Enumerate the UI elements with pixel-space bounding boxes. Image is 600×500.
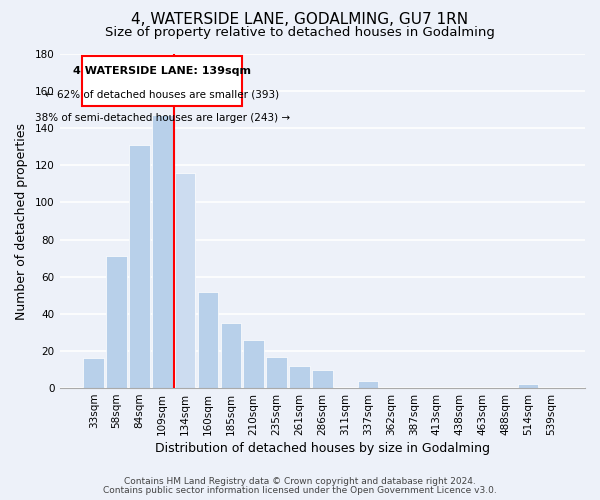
Text: 4 WATERSIDE LANE: 139sqm: 4 WATERSIDE LANE: 139sqm [73,66,251,76]
Bar [289,366,310,388]
Bar [518,384,538,388]
X-axis label: Distribution of detached houses by size in Godalming: Distribution of detached houses by size … [155,442,490,455]
Bar [83,358,104,388]
Bar [106,256,127,388]
Bar [152,115,173,388]
Text: ← 62% of detached houses are smaller (393): ← 62% of detached houses are smaller (39… [45,90,280,100]
Bar [221,323,241,388]
Text: Contains public sector information licensed under the Open Government Licence v3: Contains public sector information licen… [103,486,497,495]
Text: 4, WATERSIDE LANE, GODALMING, GU7 1RN: 4, WATERSIDE LANE, GODALMING, GU7 1RN [131,12,469,28]
Text: Contains HM Land Registry data © Crown copyright and database right 2024.: Contains HM Land Registry data © Crown c… [124,477,476,486]
Text: Size of property relative to detached houses in Godalming: Size of property relative to detached ho… [105,26,495,39]
Text: 38% of semi-detached houses are larger (243) →: 38% of semi-detached houses are larger (… [35,112,290,122]
Bar [312,370,332,388]
Bar [198,292,218,388]
FancyBboxPatch shape [82,56,242,106]
Bar [358,380,378,388]
Bar [129,145,150,388]
Bar [266,356,287,388]
Y-axis label: Number of detached properties: Number of detached properties [15,122,28,320]
Bar [175,173,196,388]
Bar [244,340,264,388]
